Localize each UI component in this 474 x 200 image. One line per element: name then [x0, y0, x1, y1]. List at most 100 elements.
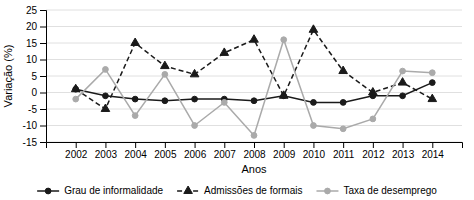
tick-mark [40, 142, 46, 143]
y-tick: 25 [26, 5, 46, 16]
marker [162, 98, 168, 104]
tick-label: 2011 [333, 149, 355, 160]
series-markers [73, 80, 435, 106]
tick-mark [432, 142, 433, 148]
grid-line [46, 125, 462, 126]
tick-label: 2014 [422, 149, 445, 160]
x-tick: 2005 [154, 142, 177, 160]
marker [429, 80, 435, 86]
y-tick: 20 [26, 21, 46, 32]
tick-mark [195, 142, 196, 148]
tick-label: 25 [26, 5, 38, 16]
tick-mark [40, 43, 46, 44]
legend-item: Admissões de formais [177, 185, 302, 196]
tick-label: 2005 [154, 149, 177, 160]
tick-mark [40, 10, 46, 11]
marker [103, 67, 109, 73]
marker [250, 35, 259, 42]
marker [281, 37, 287, 43]
plot-area: 2002200320042005200620072008200920102011… [23, 5, 463, 160]
x-tick: 2004 [125, 142, 148, 160]
marker [220, 48, 229, 55]
tick-label: 2007 [214, 149, 237, 160]
series-markers [73, 37, 435, 138]
marker [73, 96, 79, 102]
y-tick: 10 [26, 54, 46, 65]
legend-marker [45, 188, 51, 194]
tick-mark [254, 142, 255, 148]
series-line [76, 40, 433, 136]
series-line [76, 30, 433, 109]
tick-label: 2003 [95, 149, 118, 160]
tick-mark [40, 109, 46, 110]
x-tick: 2008 [243, 142, 266, 160]
tick-mark [135, 142, 136, 148]
marker [428, 94, 437, 101]
legend-marker [184, 186, 193, 193]
grid-line [46, 92, 462, 93]
tick-label: 2006 [184, 149, 207, 160]
x-tick: 2011 [333, 142, 355, 160]
y-tick: 15 [26, 38, 46, 49]
legend: Grau de informalidadeAdmissões de formai… [37, 185, 437, 196]
marker [132, 96, 138, 102]
marker [162, 71, 168, 77]
tick-mark [343, 142, 344, 148]
grid-line [46, 59, 462, 60]
axis-domain [47, 143, 463, 149]
y-tick: 5 [31, 71, 46, 82]
marker [400, 68, 406, 74]
marker [251, 133, 257, 139]
tick-mark [403, 142, 404, 148]
marker [340, 100, 346, 106]
marker [101, 104, 110, 111]
tick-label: 2008 [243, 149, 266, 160]
x-tick: 2013 [392, 142, 415, 160]
marker [161, 61, 170, 68]
marker [369, 88, 378, 95]
marker [340, 126, 346, 132]
marker [370, 116, 376, 122]
marker [279, 91, 288, 98]
x-tick: 2002 [65, 142, 88, 160]
tick-label: 2004 [125, 149, 148, 160]
marks [71, 25, 436, 138]
marker [398, 78, 407, 85]
tick-label: -10 [23, 120, 38, 131]
tick-mark [40, 27, 46, 28]
legend-label: Taxa de desemprego [343, 185, 437, 196]
marker [192, 96, 198, 102]
marker [251, 98, 257, 104]
x-tick: 2009 [273, 142, 296, 160]
x-tick: 2014 [422, 142, 445, 160]
tick-mark [40, 126, 46, 127]
y-axis: -15-10-50510152025 [23, 5, 47, 148]
tick-label: 10 [26, 54, 38, 65]
marker [221, 100, 227, 106]
legend-marker [325, 188, 331, 194]
tick-label: 2009 [273, 149, 296, 160]
marker [192, 123, 198, 129]
x-tick: 2006 [184, 142, 207, 160]
tick-label: 15 [26, 38, 38, 49]
y-tick: 0 [31, 87, 46, 98]
tick-label: 2013 [392, 149, 415, 160]
legend-label: Admissões de formais [204, 185, 302, 196]
tick-mark [40, 60, 46, 61]
tick-mark [313, 142, 314, 148]
y-tick: -10 [23, 120, 46, 131]
y-axis-title: Variação (%) [2, 45, 14, 108]
x-tick: 2010 [303, 142, 326, 160]
tick-label: 2012 [362, 149, 385, 160]
marker [103, 93, 109, 99]
marker [309, 25, 318, 32]
tick-mark [105, 142, 106, 148]
tick-mark [76, 142, 77, 148]
marker [400, 93, 406, 99]
marker [71, 84, 80, 91]
marker [339, 66, 348, 73]
tick-label: 20 [26, 21, 38, 32]
marker [132, 113, 138, 119]
marker [190, 69, 199, 76]
marker [131, 38, 140, 45]
